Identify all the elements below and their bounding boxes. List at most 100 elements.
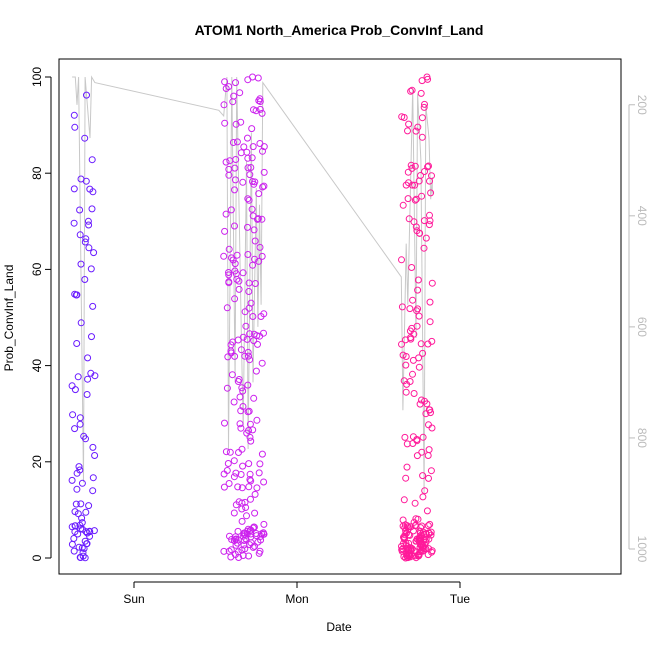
data-point xyxy=(259,147,266,155)
data-point xyxy=(221,227,229,235)
data-point xyxy=(411,196,419,204)
data-point xyxy=(407,161,415,169)
data-point xyxy=(76,231,84,239)
data-point xyxy=(75,543,83,551)
data-point xyxy=(254,215,262,223)
data-point xyxy=(236,420,244,428)
data-point xyxy=(225,171,233,179)
data-point xyxy=(232,156,240,163)
data-point xyxy=(228,254,235,262)
data-point xyxy=(255,97,263,105)
data-point xyxy=(220,547,228,555)
data-point xyxy=(421,100,428,108)
y2-tick-label: 400 xyxy=(635,206,649,226)
data-point xyxy=(237,424,245,432)
data-point xyxy=(400,496,408,504)
x-tick-label: Sun xyxy=(123,592,144,606)
data-point xyxy=(250,394,258,402)
data-point xyxy=(260,310,268,318)
data-point xyxy=(85,221,93,229)
data-point xyxy=(401,531,409,539)
data-point xyxy=(230,473,238,481)
data-point xyxy=(416,548,424,556)
data-point xyxy=(242,504,250,511)
data-point xyxy=(233,251,241,259)
data-point xyxy=(76,553,84,561)
data-point xyxy=(253,416,261,424)
data-point xyxy=(418,133,426,141)
data-point xyxy=(232,79,239,87)
data-point xyxy=(235,285,243,293)
data-point xyxy=(70,185,78,193)
data-point xyxy=(245,407,253,415)
data-point xyxy=(408,264,416,271)
data-point xyxy=(401,433,409,441)
data-point xyxy=(229,256,237,264)
y2-tick-label: 200 xyxy=(635,95,649,115)
data-point xyxy=(77,500,85,508)
data-point xyxy=(238,484,246,492)
data-point xyxy=(256,105,264,113)
data-point xyxy=(81,276,89,283)
data-point xyxy=(414,123,422,131)
data-point xyxy=(254,340,261,348)
data-point xyxy=(225,480,233,487)
data-point xyxy=(90,249,98,257)
data-point xyxy=(404,127,411,135)
data-point xyxy=(222,158,230,166)
data-point xyxy=(423,400,431,408)
data-point xyxy=(220,101,228,109)
data-point xyxy=(244,76,252,84)
data-point xyxy=(420,103,428,111)
data-point xyxy=(243,512,250,520)
data-point xyxy=(254,74,262,82)
data-point xyxy=(405,215,413,223)
data-point xyxy=(245,460,253,468)
data-point xyxy=(221,119,229,127)
data-point xyxy=(247,437,255,445)
data-point xyxy=(238,505,246,513)
data-point xyxy=(402,336,409,344)
data-point xyxy=(419,349,427,357)
data-point xyxy=(85,244,93,252)
data-point xyxy=(420,217,428,225)
data-point xyxy=(428,337,436,345)
data-point xyxy=(417,340,425,348)
data-point xyxy=(244,154,252,162)
data-point xyxy=(251,255,258,263)
data-point xyxy=(402,388,410,396)
data-point xyxy=(78,514,86,522)
data-point xyxy=(427,467,435,475)
data-point xyxy=(77,260,85,268)
data-point xyxy=(259,183,267,191)
data-point xyxy=(416,229,424,237)
data-point xyxy=(422,530,430,538)
data-point xyxy=(399,522,407,530)
data-point xyxy=(412,554,420,562)
data-point xyxy=(428,547,436,555)
data-point xyxy=(405,120,413,128)
data-point xyxy=(231,164,239,172)
data-point xyxy=(89,443,97,451)
data-point xyxy=(91,452,99,459)
data-point xyxy=(243,335,251,343)
x-axis-label: Date xyxy=(326,620,352,634)
data-point xyxy=(231,222,238,230)
data-point xyxy=(240,143,248,151)
data-point xyxy=(246,476,254,483)
data-point xyxy=(232,469,240,477)
data-point xyxy=(258,109,266,117)
data-point xyxy=(425,474,432,482)
data-point xyxy=(419,493,427,501)
data-point xyxy=(244,195,252,203)
y-tick-label: 40 xyxy=(30,359,44,373)
data-point xyxy=(76,420,84,428)
data-point xyxy=(249,313,257,320)
data-point xyxy=(225,271,233,279)
data-point xyxy=(423,507,431,515)
data-point xyxy=(408,181,416,189)
data-point xyxy=(244,251,252,258)
data-point xyxy=(82,508,90,516)
data-point xyxy=(87,265,95,273)
data-point xyxy=(254,215,261,223)
